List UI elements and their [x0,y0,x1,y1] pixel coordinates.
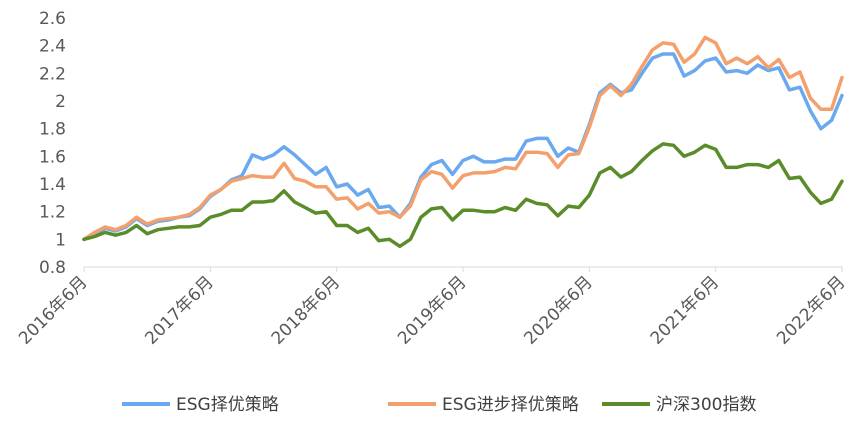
x-axis-ticks: 2016年6月 2017年6月 2018年6月 2019年6月 2020年6月 2021年… [15,267,850,349]
y-tick-label: 2.4 [39,37,66,57]
legend-label-0: ESG择优策略 [176,395,279,415]
legend-label-1: ESG进步择优策略 [442,395,579,415]
y-tick-label: 2 [55,92,66,112]
y-tick-label: 2.6 [39,9,66,29]
y-tick-label: 1 [55,230,66,250]
x-tick-label: 2021年6月 [647,272,723,348]
series-line-2 [82,142,844,249]
legend-label-2: 沪深300指数 [656,395,756,415]
series-line-1 [82,35,844,242]
x-tick-label: 2016年6月 [15,272,91,348]
series-lines [82,35,844,249]
x-tick-label: 2020年6月 [520,272,596,348]
y-tick-label: 1.8 [39,120,66,140]
x-tick-label: 2017年6月 [141,272,217,348]
y-tick-label: 0.8 [39,258,66,278]
y-axis-ticks: 0.8 1 1.2 1.4 1.6 1.8 2 2.2 2.4 2.6 [39,9,66,278]
legend: ESG择优策略 ESG进步择优策略 沪深300指数 [122,395,756,415]
y-tick-label: 1.2 [39,203,66,223]
x-tick-label: 2022年6月 [773,272,849,348]
x-tick-label: 2018年6月 [268,272,344,348]
y-tick-label: 1.4 [39,175,66,195]
y-tick-label: 2.2 [39,64,66,84]
y-tick-label: 1.6 [39,147,66,167]
x-tick-label: 2019年6月 [394,272,470,348]
